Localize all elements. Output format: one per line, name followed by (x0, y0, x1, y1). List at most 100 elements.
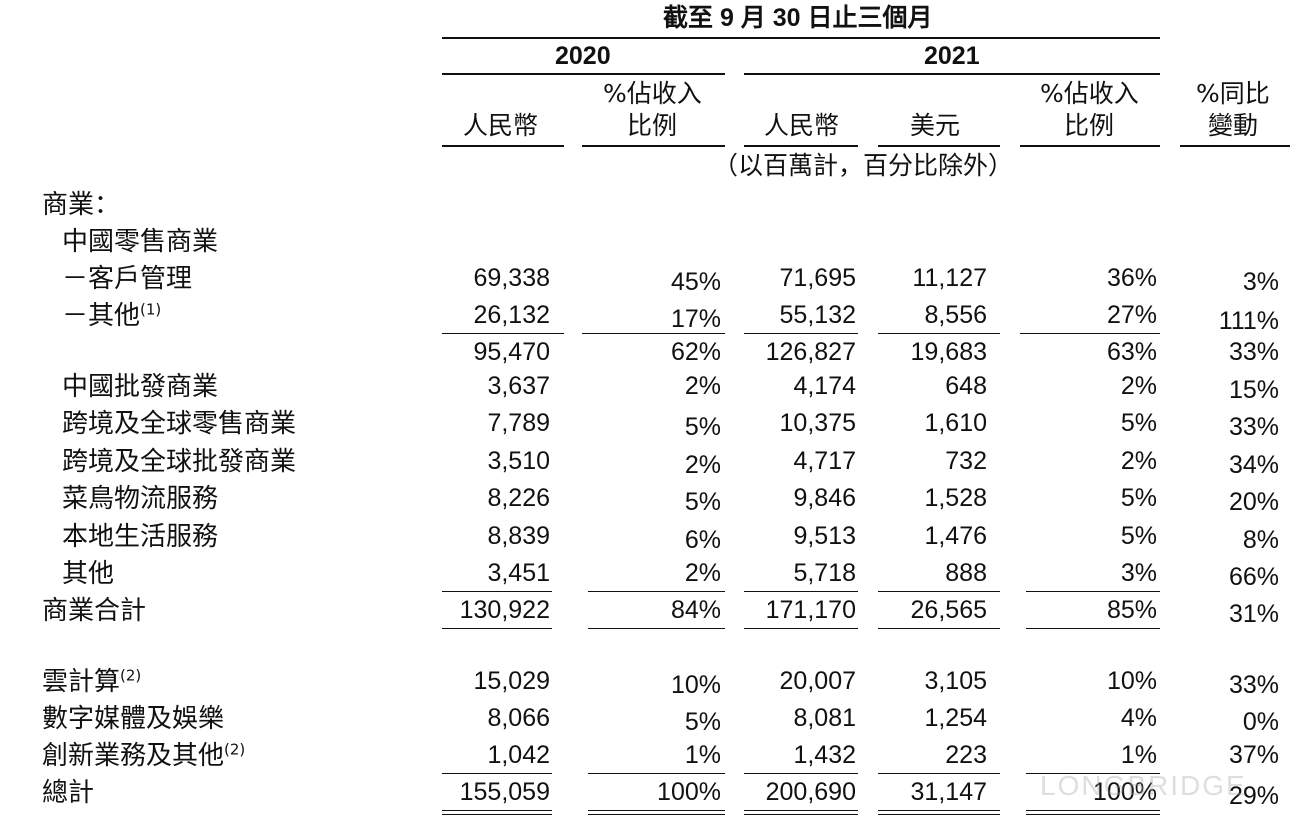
cell-rmb-2020: 95,470 (473, 338, 550, 366)
cell-pct-2021: 5% (1120, 484, 1157, 512)
col-yoy-line1: %同比 (1196, 79, 1270, 108)
cell-usd-2021: 648 (945, 372, 987, 400)
cell-rmb-2021: 71,695 (779, 264, 856, 292)
cell-yoy: 29% (1228, 782, 1279, 810)
commerce-total-rule (878, 591, 1000, 592)
cell-usd-2021: 1,254 (924, 704, 987, 732)
cell-yoy: 66% (1228, 563, 1279, 591)
cell-yoy: 15% (1228, 376, 1279, 404)
cell-usd-2021: 19,683 (910, 338, 987, 366)
col-rule-rmb-2021 (744, 145, 858, 147)
cell-rmb-2021: 126,827 (765, 338, 856, 366)
commerce-total-underline (1026, 628, 1160, 629)
cell-usd-2021: 1,610 (924, 409, 987, 437)
cell-usd-2021: 732 (945, 447, 987, 475)
cell-rmb-2020: 130,922 (459, 596, 550, 624)
cell-yoy: 33% (1228, 671, 1279, 699)
cell-pct-2021: 10% (1106, 667, 1157, 695)
unit-note: （以百萬計，百分比除外） (713, 151, 1014, 180)
grand-total-double-underline (744, 814, 858, 815)
grand-total-rule (744, 773, 858, 774)
cell-rmb-2020: 155,059 (459, 778, 550, 806)
cell-rmb-2020: 26,132 (473, 301, 550, 329)
cell-yoy: 37% (1228, 741, 1279, 769)
row-label: 總計 (42, 778, 95, 808)
cell-rmb-2021: 200,690 (765, 778, 856, 806)
cell-rmb-2021: 5,718 (793, 559, 856, 587)
col-rule-rmb-2020 (442, 145, 564, 147)
cell-rmb-2020: 15,029 (473, 667, 550, 695)
col-usd-2021: 美元 (910, 111, 961, 140)
col-rmb-2021: 人民幣 (764, 111, 840, 140)
cell-rmb-2021: 55,132 (779, 301, 856, 329)
cell-pct-2021: 2% (1120, 447, 1157, 475)
col-rule-pct-2020 (582, 145, 725, 147)
grand-total-double-underline (878, 814, 1000, 815)
row-label: 商業合計 (42, 596, 147, 626)
cell-rmb-2021: 20,007 (779, 667, 856, 695)
commerce-total-rule (1026, 591, 1160, 592)
row-label: 創新業務及其他(2) (42, 740, 246, 771)
grand-total-rule (1026, 773, 1160, 774)
cell-yoy: 3% (1242, 268, 1279, 296)
cell-pct-2020: 84% (670, 596, 721, 624)
subtotal-rule (1020, 333, 1160, 334)
cell-pct-2021: 36% (1106, 264, 1157, 292)
cell-pct-2020: 2% (684, 372, 721, 400)
commerce-total-underline (442, 628, 552, 629)
grand-total-double-underline (1026, 814, 1160, 815)
cell-pct-2021: 85% (1106, 596, 1157, 624)
cell-rmb-2021: 9,513 (793, 522, 856, 550)
row-label: 菜鳥物流服務 (62, 484, 219, 514)
cell-rmb-2021: 4,717 (793, 447, 856, 475)
subtotal-rule (744, 333, 858, 334)
cell-rmb-2021: 10,375 (779, 409, 856, 437)
cell-yoy: 0% (1242, 708, 1279, 736)
period-header: 截至 9 月 30 日止三個月 (663, 4, 933, 32)
grand-total-rule (588, 773, 725, 774)
cell-pct-2020: 62% (670, 338, 721, 366)
cell-rmb-2021: 9,846 (793, 484, 856, 512)
cell-rmb-2020: 8,066 (487, 704, 550, 732)
subtotal-rule (442, 333, 564, 334)
cell-rmb-2020: 8,839 (487, 522, 550, 550)
commerce-total-rule (442, 591, 552, 592)
watermark-logo: LONGBRIDGE (1040, 770, 1247, 801)
cell-rmb-2021: 8,081 (793, 704, 856, 732)
cell-pct-2020: 10% (670, 671, 721, 699)
cell-pct-2020: 6% (684, 526, 721, 554)
commerce-total-underline (878, 628, 1000, 629)
col-pct-2020-line2: 比例 (627, 111, 678, 140)
cell-rmb-2020: 3,510 (487, 447, 550, 475)
cell-pct-2021: 3% (1120, 559, 1157, 587)
cell-pct-2020: 100% (657, 778, 721, 806)
cell-pct-2021: 1% (1120, 741, 1157, 769)
row-label: 數字媒體及娛樂 (42, 704, 225, 734)
grand-total-double-underline (1026, 810, 1160, 811)
grand-total-double-underline (588, 810, 725, 811)
row-label: －客戶管理 (62, 264, 193, 294)
grand-total-double-underline (588, 814, 725, 815)
cell-usd-2021: 3,105 (924, 667, 987, 695)
col-rule-usd-2021 (878, 145, 1000, 147)
cell-pct-2021: 100% (1093, 778, 1157, 806)
cell-usd-2021: 1,528 (924, 484, 987, 512)
row-label: 中國批發商業 (62, 372, 219, 402)
cell-pct-2021: 2% (1120, 372, 1157, 400)
subtotal-rule (582, 333, 725, 334)
cell-rmb-2021: 1,432 (793, 741, 856, 769)
cell-pct-2020: 45% (670, 268, 721, 296)
cell-pct-2020: 17% (670, 305, 721, 333)
col-pct-2020-line1: %佔收入 (603, 79, 702, 108)
cell-pct-2020: 2% (684, 559, 721, 587)
col-rmb-2020: 人民幣 (463, 111, 539, 140)
cell-usd-2021: 11,127 (912, 264, 987, 292)
col-yoy-line2: 變動 (1208, 111, 1259, 140)
grand-total-double-underline (878, 810, 1000, 811)
cell-rmb-2021: 4,174 (793, 372, 856, 400)
row-label: 本地生活服務 (62, 522, 219, 552)
cell-usd-2021: 1,476 (924, 522, 987, 550)
commerce-total-rule (744, 591, 858, 592)
col-pct-2021-line2: 比例 (1064, 111, 1115, 140)
grand-total-rule (878, 773, 1000, 774)
